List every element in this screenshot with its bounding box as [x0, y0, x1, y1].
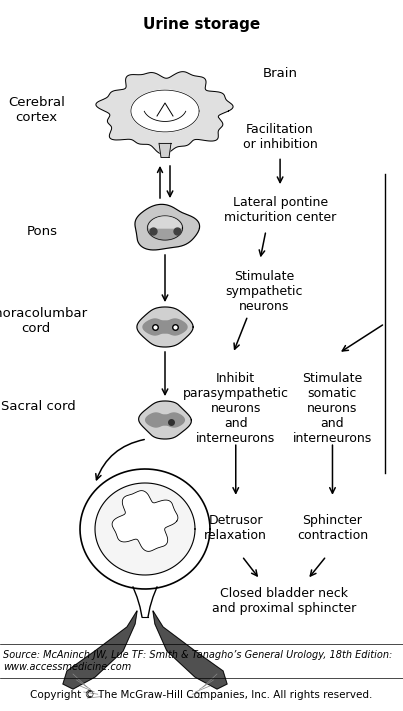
Polygon shape — [137, 307, 193, 347]
Text: Stimulate
somatic
neurons
and
interneurons: Stimulate somatic neurons and interneuro… — [293, 373, 372, 445]
Polygon shape — [95, 483, 195, 575]
Text: Inhibit
parasympathetic
neurons
and
interneurons: Inhibit parasympathetic neurons and inte… — [183, 373, 289, 445]
Text: Closed bladder neck
and proximal sphincter: Closed bladder neck and proximal sphinct… — [212, 587, 356, 615]
Polygon shape — [96, 72, 233, 154]
Polygon shape — [143, 319, 167, 335]
Polygon shape — [112, 491, 178, 552]
Text: Pons: Pons — [27, 225, 58, 237]
Polygon shape — [80, 469, 210, 589]
Polygon shape — [159, 144, 171, 157]
Text: Stimulate
sympathetic
neurons: Stimulate sympathetic neurons — [225, 270, 303, 313]
Polygon shape — [135, 204, 199, 250]
Polygon shape — [164, 413, 184, 427]
Polygon shape — [139, 401, 191, 439]
Polygon shape — [149, 217, 181, 228]
Text: Sphincter
contraction: Sphincter contraction — [297, 513, 368, 542]
Text: Source: McAninch JW, Lue TF: Smith & Tanagho’s General Urology, 18th Edition:
ww: Source: McAninch JW, Lue TF: Smith & Tan… — [3, 651, 392, 672]
Polygon shape — [163, 319, 187, 335]
Polygon shape — [147, 216, 183, 240]
Polygon shape — [153, 611, 227, 689]
Text: Facilitation
or inhibition: Facilitation or inhibition — [243, 122, 318, 151]
Polygon shape — [159, 415, 171, 425]
Polygon shape — [131, 90, 199, 132]
Text: Thoracolumbar
cord: Thoracolumbar cord — [0, 307, 87, 336]
Polygon shape — [157, 321, 173, 333]
Text: Copyright © The McGraw-Hill Companies, Inc. All rights reserved.: Copyright © The McGraw-Hill Companies, I… — [30, 690, 373, 700]
Text: Sacral cord: Sacral cord — [1, 400, 76, 413]
Polygon shape — [63, 611, 137, 689]
Text: Detrusor
relaxation: Detrusor relaxation — [204, 513, 267, 542]
Text: Cerebral
cortex: Cerebral cortex — [8, 96, 65, 124]
Text: Lateral pontine
micturition center: Lateral pontine micturition center — [224, 196, 336, 224]
Text: Urine storage: Urine storage — [143, 17, 260, 33]
Polygon shape — [145, 413, 166, 427]
Text: Brain: Brain — [263, 67, 297, 80]
